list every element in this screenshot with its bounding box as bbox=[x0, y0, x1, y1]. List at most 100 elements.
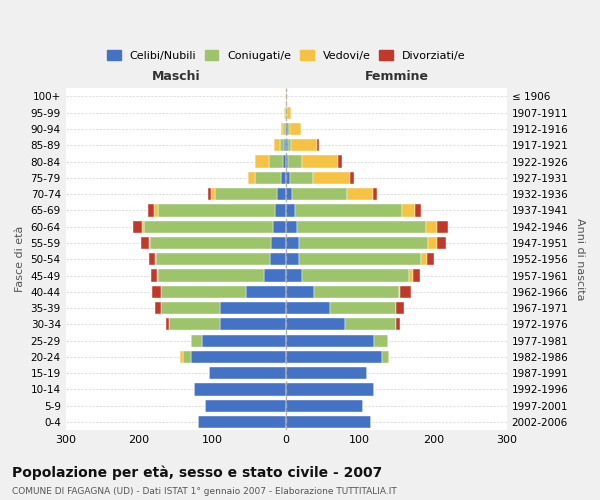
Bar bbox=[297, 220, 426, 233]
Bar bbox=[155, 302, 161, 314]
Bar bbox=[220, 302, 286, 314]
Y-axis label: Anni di nascita: Anni di nascita bbox=[575, 218, 585, 300]
Bar bbox=[246, 286, 286, 298]
Bar bbox=[292, 139, 317, 151]
Bar bbox=[286, 318, 345, 330]
Bar bbox=[133, 220, 142, 233]
Bar bbox=[290, 123, 301, 135]
Text: Maschi: Maschi bbox=[152, 70, 200, 84]
Bar bbox=[286, 384, 374, 396]
Bar bbox=[209, 367, 286, 380]
Bar bbox=[286, 253, 299, 266]
Bar bbox=[155, 253, 156, 266]
Bar bbox=[183, 351, 191, 363]
Bar bbox=[286, 139, 287, 151]
Bar bbox=[154, 204, 158, 216]
Bar bbox=[274, 139, 280, 151]
Bar bbox=[191, 334, 202, 346]
Bar bbox=[191, 351, 286, 363]
Bar bbox=[314, 286, 398, 298]
Bar bbox=[374, 334, 388, 346]
Bar bbox=[202, 334, 286, 346]
Bar bbox=[215, 188, 277, 200]
Bar bbox=[350, 172, 354, 184]
Text: COMUNE DI FAGAGNA (UD) - Dati ISTAT 1° gennaio 2007 - Elaborazione TUTTITALIA.IT: COMUNE DI FAGAGNA (UD) - Dati ISTAT 1° g… bbox=[12, 487, 397, 496]
Bar bbox=[158, 270, 264, 281]
Bar bbox=[166, 318, 169, 330]
Bar bbox=[415, 204, 421, 216]
Bar bbox=[281, 172, 286, 184]
Bar bbox=[302, 156, 338, 168]
Bar bbox=[299, 237, 428, 249]
Bar bbox=[286, 90, 287, 102]
Bar bbox=[286, 351, 382, 363]
Bar bbox=[400, 286, 411, 298]
Y-axis label: Fasce di età: Fasce di età bbox=[15, 226, 25, 292]
Bar bbox=[152, 286, 161, 298]
Bar bbox=[421, 253, 427, 266]
Bar bbox=[286, 106, 287, 119]
Bar bbox=[149, 253, 155, 266]
Bar bbox=[205, 400, 286, 412]
Bar bbox=[398, 286, 400, 298]
Bar bbox=[142, 237, 149, 249]
Bar bbox=[289, 156, 302, 168]
Bar bbox=[345, 318, 397, 330]
Bar bbox=[286, 123, 287, 135]
Bar bbox=[280, 139, 284, 151]
Bar bbox=[428, 237, 437, 249]
Bar bbox=[264, 270, 286, 281]
Bar bbox=[286, 416, 371, 428]
Bar bbox=[397, 302, 404, 314]
Bar bbox=[158, 204, 275, 216]
Bar bbox=[286, 156, 289, 168]
Bar bbox=[299, 253, 421, 266]
Bar bbox=[286, 204, 295, 216]
Bar bbox=[302, 270, 409, 281]
Bar bbox=[269, 156, 283, 168]
Bar bbox=[161, 302, 220, 314]
Bar bbox=[401, 204, 415, 216]
Bar bbox=[413, 270, 420, 281]
Bar bbox=[347, 188, 373, 200]
Bar bbox=[254, 156, 269, 168]
Bar bbox=[150, 237, 271, 249]
Bar bbox=[286, 270, 302, 281]
Bar bbox=[437, 237, 446, 249]
Bar bbox=[284, 139, 286, 151]
Bar bbox=[373, 188, 377, 200]
Bar bbox=[285, 106, 286, 119]
Bar bbox=[331, 302, 397, 314]
Bar bbox=[149, 237, 150, 249]
Bar bbox=[157, 270, 158, 281]
Bar bbox=[281, 123, 283, 135]
Bar bbox=[287, 139, 292, 151]
Bar bbox=[194, 384, 286, 396]
Bar bbox=[426, 220, 437, 233]
Bar bbox=[142, 220, 145, 233]
Bar bbox=[275, 204, 286, 216]
Bar bbox=[382, 351, 389, 363]
Bar bbox=[283, 123, 285, 135]
Bar bbox=[286, 172, 290, 184]
Bar bbox=[277, 188, 286, 200]
Bar bbox=[286, 220, 297, 233]
Bar bbox=[273, 220, 286, 233]
Bar bbox=[283, 156, 286, 168]
Bar bbox=[286, 237, 299, 249]
Bar bbox=[287, 106, 290, 119]
Bar bbox=[284, 106, 285, 119]
Bar bbox=[290, 172, 313, 184]
Bar bbox=[256, 172, 281, 184]
Bar bbox=[285, 123, 286, 135]
Bar bbox=[287, 123, 290, 135]
Bar bbox=[198, 416, 286, 428]
Bar bbox=[271, 237, 286, 249]
Bar bbox=[286, 188, 292, 200]
Bar bbox=[151, 270, 157, 281]
Bar bbox=[286, 302, 331, 314]
Text: Popolazione per età, sesso e stato civile - 2007: Popolazione per età, sesso e stato civil… bbox=[12, 466, 382, 480]
Bar bbox=[286, 400, 364, 412]
Bar bbox=[248, 172, 256, 184]
Bar bbox=[211, 188, 215, 200]
